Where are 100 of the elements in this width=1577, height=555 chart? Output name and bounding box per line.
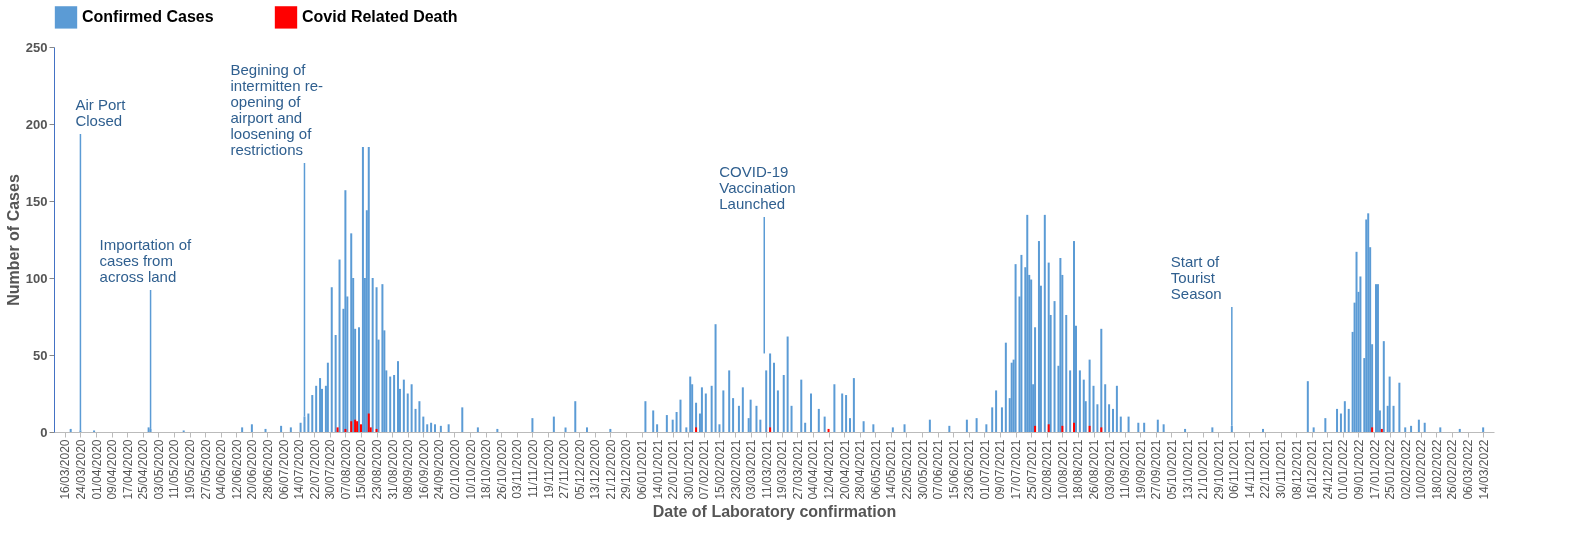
bar [749,399,752,432]
bar [1347,408,1350,432]
bar [585,427,588,432]
bar [1061,425,1064,432]
bar [1162,424,1165,432]
x-tick-label: 11/03/2021 [759,439,774,499]
bar [1367,213,1370,432]
bar [722,390,725,432]
x-tick-label: 12/04/2021 [822,439,837,500]
bar [704,393,707,432]
x-tick-label: 09/01/2022 [1351,439,1366,500]
x-tick-label: 19/11/2020 [541,439,556,499]
x-tick-label: 18/10/2020 [479,439,494,500]
bar [1078,370,1081,432]
bar [389,376,392,432]
bar [1010,362,1013,432]
bar [817,408,820,432]
bar [671,419,674,432]
bar [1073,422,1076,432]
x-tick-label: 14/03/2022 [1476,439,1491,500]
bar [1482,427,1485,432]
bar [1184,428,1187,432]
x-tick-label: 30/11/2021 [1274,439,1289,499]
bar [315,385,318,432]
bar [422,416,425,432]
bar [810,393,813,432]
bar [665,415,668,432]
x-tick-label: 16/03/2020 [58,439,73,500]
bar [1088,425,1091,432]
bar [1119,416,1122,432]
x-tick-label: 27/11/2020 [557,439,572,499]
bar [69,428,72,432]
bar [765,370,768,432]
x-tick-label: 22/01/2021 [666,439,681,500]
x-tick-label: 24/09/2020 [432,439,447,500]
bar [714,324,717,432]
bar [804,422,807,432]
bar [406,393,409,432]
x-tick-label: 19/05/2020 [183,439,198,500]
bar [430,422,433,432]
y-axis-title: Number of Cases [4,174,22,306]
bar [737,405,740,432]
x-tick-label: 01/01/2022 [1336,439,1351,500]
bar [1211,427,1214,432]
x-tick-label: 30/05/2021 [915,439,930,500]
x-tick-label: 23/06/2021 [962,439,977,500]
x-tick-label: 26/02/2022 [1445,439,1460,500]
x-tick-label: 05/12/2020 [572,439,587,500]
bar [790,405,793,432]
y-tick-label: 200 [25,116,48,132]
bar [1047,424,1050,432]
x-tick-label: 19/03/2021 [775,439,790,500]
annotation: COVID-19 Vaccination Launched [719,163,796,212]
x-tick-label: 13/12/2020 [588,439,603,500]
bar [418,401,421,432]
bar [1339,413,1342,432]
x-tick-label: 06/11/2021 [1227,439,1242,499]
bar [476,427,479,432]
bar [564,427,567,432]
bar [1137,422,1140,432]
bar [1069,370,1072,432]
bar [1111,408,1114,432]
x-tick-label: 07/06/2021 [931,439,946,500]
bar [1030,279,1033,432]
bar [1065,314,1068,432]
bar [841,393,844,432]
bar [319,378,322,432]
bar [872,424,875,432]
bar [755,405,758,432]
x-tick-label: 30/07/2020 [323,439,338,500]
bar [1380,428,1383,432]
bar [531,418,534,432]
bar [361,147,364,432]
bar [1388,376,1391,432]
bar [410,384,413,432]
bar [700,387,703,432]
bar [833,384,836,432]
bar [330,287,333,432]
bar [336,427,339,432]
bar [280,425,283,432]
x-tick-label: 24/03/2020 [73,439,88,500]
x-tick-label: 27/03/2021 [790,439,805,500]
x-tick-label: 28/06/2020 [260,439,275,500]
x-tick-label: 11/11/2020 [525,439,540,498]
bar [396,361,399,432]
bar [439,425,442,432]
x-axis-title: Date of Laboratory confirmation [652,502,897,520]
bar [1404,427,1407,432]
x-tick-label: 16/12/2021 [1305,439,1320,500]
x-tick-label: 03/05/2020 [151,439,166,500]
bar [1100,427,1103,432]
bar [800,379,803,432]
x-tick-label: 22/11/2021 [1258,439,1273,499]
x-tick-label: 14/11/2021 [1242,439,1257,499]
bar [741,387,744,432]
bar [1398,382,1401,432]
bar [264,428,267,432]
bar [1127,416,1130,432]
x-tick-label: 04/06/2020 [214,439,229,500]
bar [1082,379,1085,432]
